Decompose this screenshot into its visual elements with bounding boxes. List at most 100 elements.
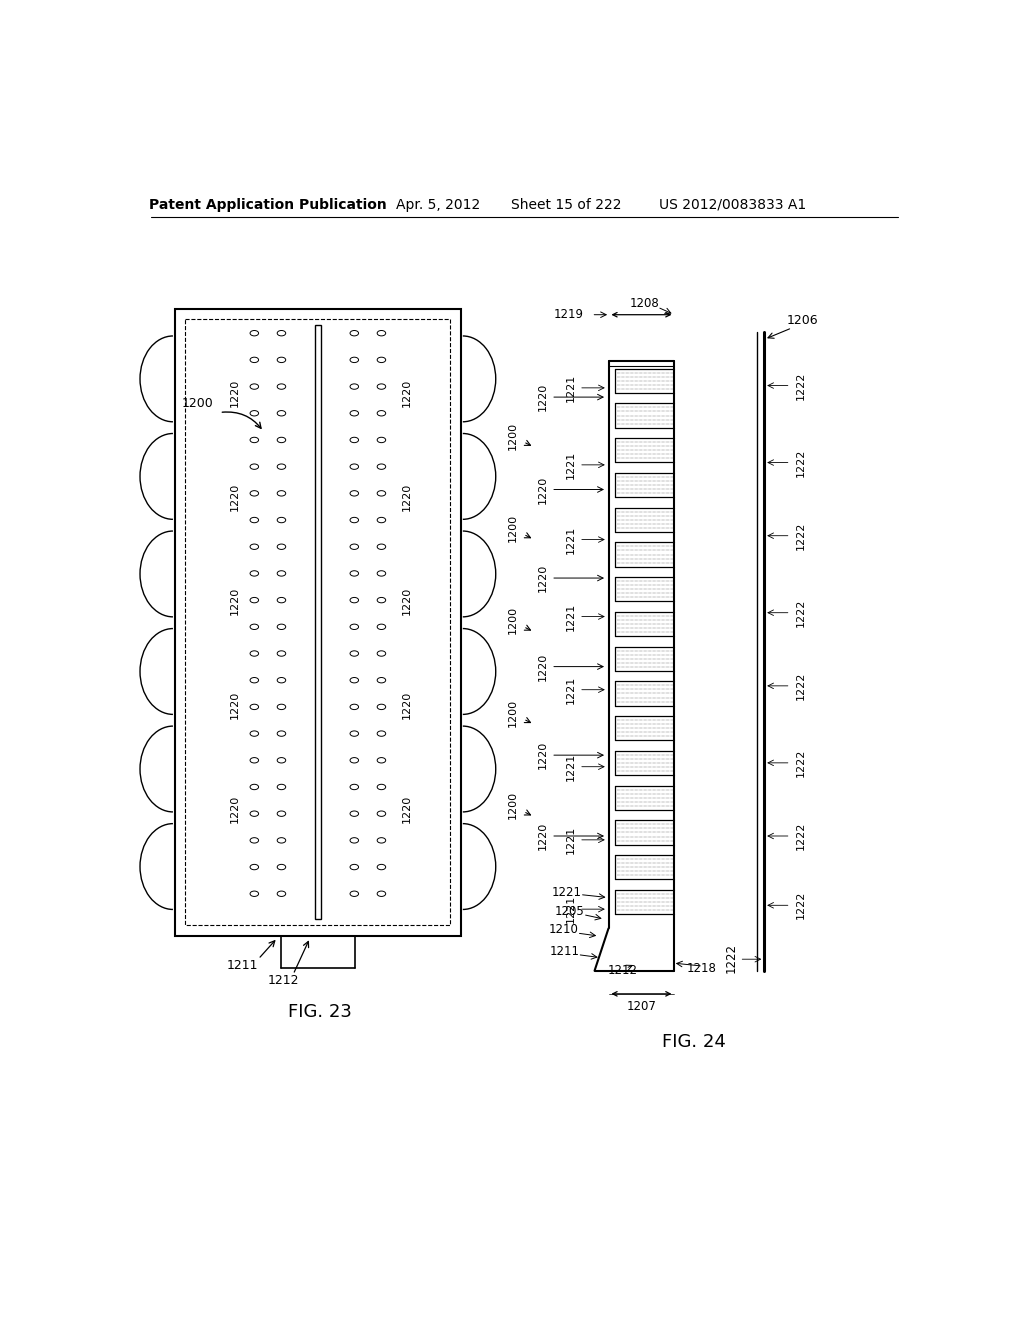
Ellipse shape (350, 810, 358, 816)
Text: 1221: 1221 (565, 602, 575, 631)
Ellipse shape (377, 704, 386, 710)
Text: 1220: 1220 (402, 379, 412, 408)
Ellipse shape (278, 517, 286, 523)
Ellipse shape (350, 411, 358, 416)
Ellipse shape (377, 437, 386, 442)
Ellipse shape (377, 491, 386, 496)
Ellipse shape (278, 411, 286, 416)
Ellipse shape (250, 411, 259, 416)
Text: FIG. 23: FIG. 23 (289, 1003, 352, 1020)
Ellipse shape (278, 330, 286, 335)
Ellipse shape (350, 865, 358, 870)
Ellipse shape (350, 384, 358, 389)
Text: 1222: 1222 (724, 942, 737, 973)
Ellipse shape (278, 384, 286, 389)
Ellipse shape (278, 810, 286, 816)
Ellipse shape (377, 544, 386, 549)
Ellipse shape (377, 651, 386, 656)
Text: 1220: 1220 (538, 475, 548, 504)
Text: 1221: 1221 (565, 752, 575, 781)
Ellipse shape (278, 677, 286, 682)
Ellipse shape (278, 437, 286, 442)
Ellipse shape (350, 784, 358, 789)
Ellipse shape (350, 758, 358, 763)
Text: 1212: 1212 (267, 974, 299, 987)
Text: 1218: 1218 (686, 962, 717, 975)
Text: 1222: 1222 (796, 748, 806, 777)
Ellipse shape (278, 544, 286, 549)
Ellipse shape (350, 463, 358, 470)
Text: 1222: 1222 (796, 672, 806, 700)
Ellipse shape (278, 463, 286, 470)
Ellipse shape (377, 838, 386, 843)
Text: 1220: 1220 (538, 564, 548, 593)
Text: 1211: 1211 (227, 958, 258, 972)
Ellipse shape (250, 384, 259, 389)
Text: 1220: 1220 (402, 795, 412, 824)
Text: 1220: 1220 (230, 587, 240, 615)
Text: 1221: 1221 (565, 826, 575, 854)
Ellipse shape (350, 491, 358, 496)
Text: US 2012/0083833 A1: US 2012/0083833 A1 (658, 198, 806, 211)
Ellipse shape (278, 491, 286, 496)
Ellipse shape (250, 865, 259, 870)
Text: 1222: 1222 (796, 598, 806, 627)
Ellipse shape (250, 463, 259, 470)
Text: 1221: 1221 (552, 886, 582, 899)
Text: 1200: 1200 (508, 606, 517, 635)
Ellipse shape (250, 544, 259, 549)
Text: 1206: 1206 (786, 314, 818, 326)
Ellipse shape (278, 651, 286, 656)
Text: 1220: 1220 (230, 483, 240, 511)
Ellipse shape (350, 570, 358, 576)
Text: Sheet 15 of 222: Sheet 15 of 222 (511, 198, 622, 211)
Ellipse shape (350, 677, 358, 682)
Text: 1219: 1219 (554, 308, 584, 321)
Ellipse shape (278, 758, 286, 763)
Ellipse shape (377, 411, 386, 416)
Ellipse shape (250, 810, 259, 816)
Text: 1200: 1200 (508, 421, 517, 450)
Ellipse shape (350, 437, 358, 442)
Text: 1220: 1220 (538, 741, 548, 770)
Text: 1211: 1211 (550, 945, 581, 958)
Text: 1200: 1200 (508, 513, 517, 543)
Bar (174, 309, 461, 936)
Ellipse shape (278, 358, 286, 363)
Text: 1221: 1221 (565, 895, 575, 923)
Ellipse shape (250, 624, 259, 630)
Ellipse shape (278, 624, 286, 630)
Ellipse shape (250, 891, 259, 896)
Ellipse shape (278, 731, 286, 737)
Ellipse shape (278, 891, 286, 896)
Text: 1220: 1220 (538, 822, 548, 850)
Ellipse shape (350, 330, 358, 335)
Text: 1222: 1222 (796, 371, 806, 400)
Text: 1200: 1200 (508, 791, 517, 820)
Bar (185, 319, 451, 925)
Ellipse shape (377, 624, 386, 630)
Text: 1200: 1200 (182, 397, 214, 409)
Ellipse shape (278, 784, 286, 789)
Ellipse shape (250, 330, 259, 335)
Ellipse shape (278, 838, 286, 843)
Ellipse shape (250, 731, 259, 737)
Ellipse shape (250, 598, 259, 603)
Text: 1222: 1222 (796, 449, 806, 477)
Text: 1220: 1220 (230, 795, 240, 824)
Text: Apr. 5, 2012: Apr. 5, 2012 (396, 198, 480, 211)
Text: 1220: 1220 (402, 483, 412, 511)
Text: 1221: 1221 (565, 676, 575, 704)
Ellipse shape (250, 651, 259, 656)
Ellipse shape (350, 704, 358, 710)
Text: 1221: 1221 (565, 374, 575, 403)
Ellipse shape (377, 810, 386, 816)
Ellipse shape (350, 838, 358, 843)
Text: 1208: 1208 (630, 297, 659, 310)
Text: 1220: 1220 (402, 690, 412, 719)
Ellipse shape (250, 704, 259, 710)
Ellipse shape (377, 758, 386, 763)
Text: 1222: 1222 (796, 822, 806, 850)
Ellipse shape (377, 865, 386, 870)
Ellipse shape (278, 865, 286, 870)
